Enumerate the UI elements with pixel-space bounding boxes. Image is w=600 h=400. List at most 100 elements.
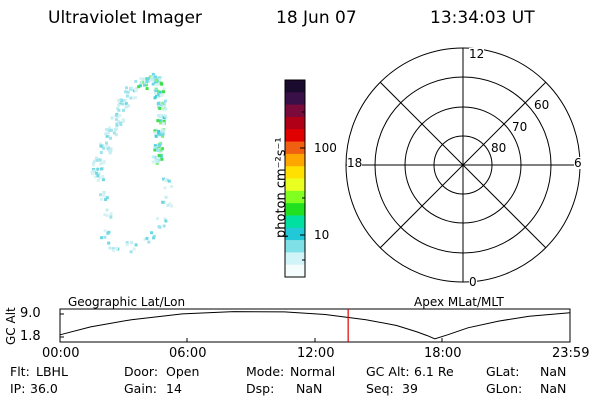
aurora-pixel	[158, 157, 162, 161]
aurora-pixel	[101, 175, 105, 179]
timeline-ytick-bottom: 1.8	[20, 329, 41, 344]
aurora-pixel	[152, 234, 156, 238]
polar-lat-80: 80	[491, 141, 507, 155]
aurora-pixel	[109, 147, 113, 151]
door-value: Open	[166, 364, 200, 379]
aurora-pixel	[155, 156, 159, 159]
aurora-pixel	[92, 163, 95, 167]
colorbar-band	[285, 153, 305, 167]
aurora-pixel	[134, 88, 137, 91]
aurora-pixel	[158, 76, 162, 80]
aurora-pixel	[143, 83, 146, 87]
aurora-pixel	[166, 203, 170, 207]
aurora-pixel	[103, 229, 107, 233]
aurora-pixel	[106, 146, 110, 150]
aurora-pixel	[153, 155, 157, 159]
polar-label-12: 12	[469, 47, 485, 61]
aurora-pixel	[121, 119, 125, 123]
aurora-pixel	[161, 129, 165, 132]
aurora-pixel	[157, 82, 161, 86]
aurora-pixel	[93, 175, 97, 179]
aurora-pixel	[144, 83, 148, 87]
aurora-pixel	[159, 114, 163, 118]
aurora-pixel	[97, 172, 101, 176]
aurora-pixel	[160, 157, 164, 161]
aurora-pixel	[125, 86, 128, 90]
aurora-pixel	[161, 132, 165, 136]
aurora-pixel	[159, 93, 163, 97]
aurora-pixel	[153, 78, 157, 82]
aurora-pixel	[158, 90, 162, 94]
colorbar-label-10: 10	[314, 228, 330, 242]
aurora-pixel	[139, 77, 143, 81]
aurora-pixel	[153, 159, 157, 163]
aurora-pixel	[163, 114, 167, 118]
colorbar-label-100: 100	[314, 141, 337, 155]
aurora-pixel	[154, 145, 158, 149]
aurora-pixel	[167, 179, 171, 183]
aurora-pixel	[164, 179, 167, 183]
aurora-pixel	[161, 122, 165, 126]
aurora-pixel	[154, 89, 158, 93]
aurora-pixel	[118, 101, 122, 105]
aurora-pixel	[154, 75, 158, 79]
aurora-pixel	[152, 236, 156, 240]
mode-value: Normal	[290, 364, 336, 379]
aurora-pixel	[115, 118, 118, 121]
aurora-pixel	[162, 224, 166, 228]
aurora-pixel	[162, 177, 166, 181]
aurora-pixel	[129, 250, 133, 254]
polar-lat-60: 60	[534, 98, 550, 112]
aurora-pixel	[164, 99, 167, 103]
aurora-pixel	[115, 246, 119, 250]
timeline-ylabel: GC Alt	[4, 307, 18, 345]
aurora-pixel	[99, 144, 103, 148]
aurora-pixel	[146, 77, 150, 80]
aurora-pixel	[102, 146, 105, 150]
aurora-pixel	[112, 248, 116, 252]
aurora-pixel	[129, 96, 133, 100]
polar-lat-70: 70	[512, 120, 528, 134]
aurora-pixel	[162, 116, 166, 119]
timeline-left-title: Geographic Lat/Lon	[68, 295, 186, 309]
flt-label: Flt:	[10, 364, 30, 379]
aurora-pixel	[137, 85, 141, 89]
ip-label: IP:	[10, 381, 26, 396]
aurora-pixel	[151, 72, 155, 76]
aurora-pixel	[161, 104, 165, 108]
aurora-pixel	[150, 76, 154, 79]
aurora-pixel	[125, 94, 129, 98]
date-label: 18 Jun 07	[276, 8, 357, 28]
aurora-pixel	[158, 78, 161, 82]
aurora-pixel	[92, 161, 95, 165]
ip-value: 36.0	[30, 381, 58, 396]
aurora-pixel	[129, 86, 133, 90]
aurora-pixel	[107, 241, 111, 245]
colorbar-band	[285, 141, 305, 155]
aurora-pixel	[159, 81, 163, 85]
aurora-pixel	[91, 169, 95, 173]
aurora-pixel	[119, 98, 123, 102]
aurora-pixel	[103, 213, 107, 217]
aurora-pixel	[131, 96, 135, 100]
aurora-pixel	[134, 96, 137, 100]
colorbar-band	[285, 129, 305, 143]
aurora-pixel	[145, 87, 149, 91]
aurora-pixel	[112, 131, 116, 135]
aurora-pixel	[96, 167, 100, 171]
timeline-xtick-1: 06:00	[169, 346, 207, 361]
aurora-pixel	[150, 231, 153, 235]
aurora-pixel	[158, 107, 162, 110]
aurora-pixel	[151, 155, 155, 159]
aurora-pixel	[165, 178, 169, 182]
aurora-pixel	[100, 197, 103, 201]
mode-label: Mode:	[246, 364, 285, 379]
aurora-pixel	[159, 103, 163, 107]
aurora-pixel	[154, 92, 158, 95]
glat-value: NaN	[540, 364, 567, 379]
aurora-pixel	[117, 103, 121, 107]
aurora-pixel	[156, 217, 159, 221]
aurora-pixel	[134, 79, 138, 83]
